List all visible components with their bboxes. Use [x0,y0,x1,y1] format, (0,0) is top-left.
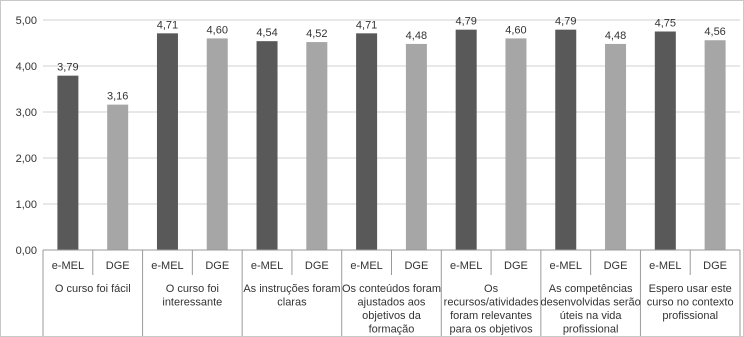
bar [555,29,577,250]
series-label: DGE [703,260,727,272]
bar [57,75,79,250]
y-tick-label: 2,00 [16,153,37,165]
category-label: As competências desenvolvidas serão úteis … [540,283,640,336]
series-label: e-MEL [550,260,582,272]
bar [455,29,477,250]
data-label: 4,79 [455,16,476,28]
data-labels: 3,79 4,71 4,54 4,71 4,79 4,79 4,75 3,16 4,60 4,52… [57,16,726,103]
series-label: DGE [106,260,130,272]
y-axis-ticks: 0,00 1,00 2,00 3,00 4,00 5,00 [16,15,37,257]
gridlines [43,19,740,205]
series-label: e-MEL [151,260,183,272]
series-label: e-MEL [649,260,681,272]
category-label: O curso foi fácil [55,283,131,295]
x-axis: e-MEL DGE e-MEL DGE e-MEL DGE e-MEL DGE e-MEL DGE… [42,249,741,336]
series-label: e-MEL [251,260,283,272]
category-label: O curso foi interessante [162,283,222,309]
series-label: e-MEL [350,260,382,272]
series-label: DGE [504,260,528,272]
category-label: Os conteúdos foram ajustados aos objetivos… [342,283,441,336]
data-label: 4,54 [256,27,277,39]
y-tick-label: 1,00 [16,199,37,211]
data-label: 4,79 [555,16,576,28]
data-label: 4,75 [655,18,676,30]
category-label: Os recursos/atividades foram relevantes par… [444,283,539,336]
bar [306,42,328,250]
series-label: e-MEL [450,260,482,272]
bar [156,33,178,251]
y-tick-label: 3,00 [16,107,37,119]
bar [107,104,129,250]
bar [405,43,427,250]
data-label: 4,60 [207,24,228,36]
bars [57,29,726,251]
series-label: DGE [404,260,428,272]
data-label: 4,71 [157,19,178,31]
data-label: 4,48 [605,30,626,42]
category-label: Espero usar este curso no contexto profiss… [647,283,734,322]
series-label: DGE [305,260,329,272]
series-label: e-MEL [52,260,84,272]
data-label: 3,16 [107,91,128,103]
bar [704,40,726,250]
category-label: As instruções foram claras [243,283,340,309]
data-label: 4,56 [704,26,725,38]
bar [654,31,676,250]
data-label: 4,48 [406,30,427,42]
bar [605,43,627,250]
series-label: DGE [604,260,628,272]
y-tick-label: 4,00 [16,61,37,73]
data-label: 4,52 [306,28,327,40]
data-label: 3,79 [57,62,78,74]
y-tick-label: 0,00 [16,245,37,257]
data-label: 4,71 [356,19,377,31]
bar [256,41,278,250]
y-tick-label: 5,00 [16,15,37,27]
bar [505,38,527,251]
bar [356,33,378,251]
data-label: 4,60 [505,24,526,36]
series-label: DGE [205,260,229,272]
bar [206,38,228,251]
